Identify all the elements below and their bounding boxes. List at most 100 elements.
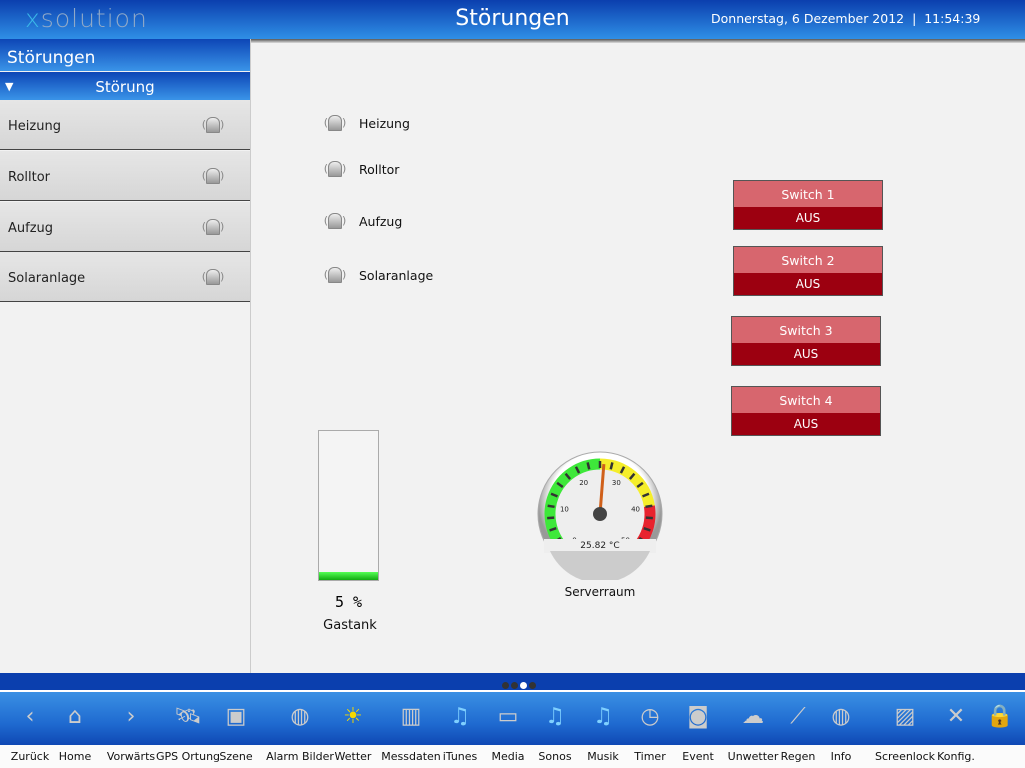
switch-state: AUS <box>734 207 882 229</box>
sidebar-item[interactable]: Rolltor () <box>0 151 250 201</box>
divider <box>250 39 1025 43</box>
sidebar-item-label: Rolltor <box>8 170 51 185</box>
switch-button[interactable]: Switch 2 AUS <box>733 246 883 296</box>
music-note-icon[interactable]: ♫ <box>450 704 470 729</box>
page-title: Störungen <box>455 6 570 31</box>
page-dot[interactable] <box>511 682 518 689</box>
sidebar-section-toggle[interactable]: ▼ Störung <box>0 72 250 100</box>
gauge-tick <box>628 472 636 480</box>
sun-icon[interactable]: ☀ <box>343 704 363 729</box>
sidebar: Störungen ▼ Störung Heizung() Rolltor() Au… <box>0 39 251 673</box>
gauge-tick <box>564 472 572 480</box>
home-icon[interactable]: ⌂ <box>68 704 82 729</box>
tools-icon[interactable]: ✕ <box>946 704 966 729</box>
dock-label[interactable]: Alarm Bilder <box>266 750 334 763</box>
gauge-tick <box>642 492 650 498</box>
alarm-label: Heizung <box>359 116 410 131</box>
tank-value: 5 % <box>334 593 363 611</box>
dock-label[interactable]: iTunes <box>442 750 478 763</box>
switch-label: Switch 4 <box>732 387 880 413</box>
globe-icon[interactable]: ◍ <box>290 704 310 729</box>
alarm-icon: () <box>323 213 347 229</box>
umbrella-icon[interactable]: ⟋ <box>790 704 806 729</box>
switch-state: AUS <box>732 413 880 435</box>
dock-label[interactable]: Wetter <box>334 750 372 763</box>
dock-label[interactable]: Vorwärts <box>106 750 156 763</box>
switch-state: AUS <box>734 273 882 295</box>
logo: xsolution <box>25 4 148 33</box>
alarm-label: Rolltor <box>359 162 400 177</box>
switch-button[interactable]: Switch 3 AUS <box>731 316 881 366</box>
clapperboard-icon[interactable]: ▣ <box>225 704 247 729</box>
bar-chart-icon[interactable]: ▥ <box>400 704 422 729</box>
gas-tank-level <box>318 430 379 581</box>
lock-icon[interactable]: 🔒 <box>986 704 1014 729</box>
dock-label[interactable]: Zurück <box>10 750 50 763</box>
gauge-tick <box>549 527 557 532</box>
page-dot[interactable] <box>529 682 536 689</box>
gauge-tick-label: 10 <box>560 505 569 513</box>
switch-button[interactable]: Switch 4 AUS <box>731 386 881 436</box>
gauge-tick <box>609 462 614 470</box>
dock-labels: Zurück Home Vorwärts GPS Ortung Szene Alarm B… <box>0 745 1025 768</box>
logo-prefix: x <box>25 4 41 33</box>
dock-label[interactable]: GPS Ortung <box>155 750 221 763</box>
gauge-tick <box>643 527 651 532</box>
dock-label[interactable]: Screenlock <box>874 750 936 763</box>
alarm-icon: () <box>323 115 347 131</box>
dock: ‹ ⌂ › 🛰 ▣ ◍ ☀ ▥ ♫ ▭ ♫ ♫ ◷ ◙ ☁ ⟋ ◍ ▨ ✕ 🔒 <box>0 690 1025 745</box>
gauge-tick <box>574 466 581 474</box>
switch-label: Switch 1 <box>734 181 882 207</box>
chevron-right-icon[interactable]: › <box>126 704 136 729</box>
gauge-tick <box>636 481 644 488</box>
dock-label[interactable]: Szene <box>219 750 253 763</box>
temperature-gauge: 01020304050 25.82 °C <box>537 451 663 580</box>
gauge-readout: 25.82 °C <box>580 541 619 551</box>
page-dot[interactable] <box>502 682 509 689</box>
music-note-icon[interactable]: ♫ <box>545 704 565 729</box>
dock-label[interactable]: Regen <box>780 750 816 763</box>
page-indicator <box>0 673 1025 690</box>
tank-fill <box>319 572 378 580</box>
dock-label[interactable]: Media <box>491 750 525 763</box>
rain-cloud-icon[interactable]: ☁ <box>742 704 764 729</box>
gauge-label: Serverraum <box>564 585 636 599</box>
dock-label[interactable]: Timer <box>634 750 666 763</box>
gauge-readout-bg <box>544 539 656 553</box>
sidebar-item[interactable]: Solaranlage () <box>0 252 250 302</box>
gauge-tick <box>586 462 591 470</box>
gauge-tick <box>645 504 653 509</box>
dock-label[interactable]: Messdaten <box>381 750 441 763</box>
sidebar-item[interactable]: Heizung () <box>0 100 250 150</box>
satellite-icon[interactable]: 🛰 <box>174 704 202 729</box>
chevron-left-icon[interactable]: ‹ <box>25 704 35 729</box>
alarm-icon: () <box>201 117 225 133</box>
gauge-needle <box>598 464 606 515</box>
gauge-hub <box>593 507 607 521</box>
alarm-icon: () <box>201 269 225 285</box>
monitor-icon[interactable]: ▭ <box>497 704 519 729</box>
gauge-tick-label: 30 <box>612 479 621 487</box>
dock-label[interactable]: Musik <box>587 750 619 763</box>
music-note-icon[interactable]: ♫ <box>593 704 613 729</box>
dock-label[interactable]: Event <box>682 750 714 763</box>
switch-label: Switch 3 <box>732 317 880 343</box>
picture-icon[interactable]: ▨ <box>894 704 916 729</box>
alarm-icon: () <box>201 219 225 235</box>
page-dot[interactable] <box>520 682 527 689</box>
dock-label[interactable]: Konfig. <box>937 750 975 763</box>
alarm-icon: () <box>323 267 347 283</box>
dock-label[interactable]: Home <box>58 750 92 763</box>
gauge-tick <box>547 516 555 520</box>
dock-label[interactable]: Unwetter <box>727 750 779 763</box>
sidebar-item[interactable]: Aufzug () <box>0 202 250 252</box>
clock-icon[interactable]: ◷ <box>640 704 660 729</box>
switch-state: AUS <box>732 343 880 365</box>
dock-label[interactable]: Info <box>830 750 852 763</box>
switch-button[interactable]: Switch 1 AUS <box>733 180 883 230</box>
sidebar-title: Störungen <box>0 39 250 71</box>
dock-label[interactable]: Sonos <box>538 750 572 763</box>
alarm-siren-icon[interactable]: ◙ <box>687 704 709 729</box>
gauge-tick <box>645 516 653 520</box>
globe-icon[interactable]: ◍ <box>831 704 851 729</box>
